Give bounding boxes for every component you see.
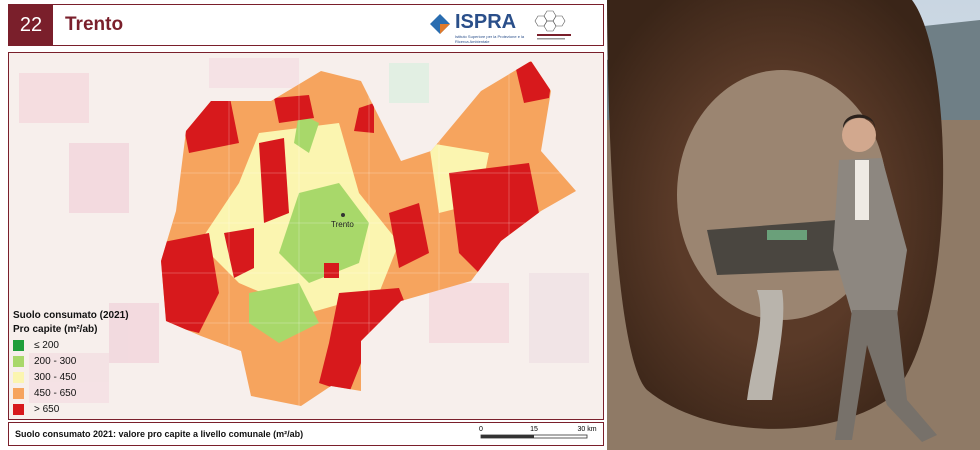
- scale-label: 30 km: [577, 426, 596, 433]
- map: Trento: [9, 53, 603, 419]
- legend-label: 450 - 650: [34, 388, 77, 399]
- scale-label: 0: [479, 426, 483, 433]
- legend-item: ≤ 200: [13, 338, 129, 353]
- photo-scene: [607, 0, 980, 450]
- legend-swatch: [13, 340, 24, 351]
- logo-icon: [430, 14, 450, 34]
- header: 22 Trento ISPRA Istituto Superiore per l…: [8, 4, 604, 46]
- legend: Suolo consumato (2021) Pro capite (m²/ab…: [13, 309, 129, 417]
- legend-swatch: [13, 388, 24, 399]
- legend-title: Suolo consumato (2021): [13, 310, 129, 321]
- city-label: Trento: [331, 220, 354, 229]
- photo: [607, 0, 980, 450]
- map-frame: Trento Suolo consumato (2021) Pro capite…: [8, 52, 604, 420]
- city-point: [341, 213, 345, 217]
- legend-item: 200 - 300: [13, 354, 129, 369]
- slide-number: 22: [9, 5, 53, 45]
- legend-swatch: [13, 372, 24, 383]
- footer-text: Suolo consumato 2021: valore pro capite …: [15, 429, 304, 439]
- neighbour-areas: [19, 58, 589, 403]
- legend-item: 450 - 650: [13, 386, 129, 401]
- legend-item: > 650: [13, 402, 129, 417]
- slide-title: Trento: [65, 14, 124, 35]
- logo: ISPRA: [455, 11, 517, 33]
- legend-label: 300 - 450: [34, 372, 77, 383]
- legend-swatch: [13, 404, 24, 415]
- logo-subtitle: Istituto Superiore per la Protezione e l…: [455, 34, 525, 44]
- footer: Suolo consumato 2021: valore pro capite …: [8, 422, 604, 446]
- legend-subtitle: Pro capite (m²/ab): [13, 324, 98, 335]
- legend-label: > 650: [34, 404, 60, 415]
- partner-logo: [534, 10, 571, 40]
- legend-label: 200 - 300: [34, 356, 77, 367]
- scale-label: 15: [530, 426, 538, 433]
- legend-item: 300 - 450: [13, 370, 129, 385]
- scale-bar: 0 15 30 km: [479, 426, 597, 439]
- legend-label: ≤ 200: [34, 340, 59, 351]
- slide: 22 Trento ISPRA Istituto Superiore per l…: [8, 4, 604, 446]
- legend-items: ≤ 200 200 - 300 300 - 450 450 - 650 > 650: [13, 338, 129, 417]
- legend-swatch: [13, 356, 24, 367]
